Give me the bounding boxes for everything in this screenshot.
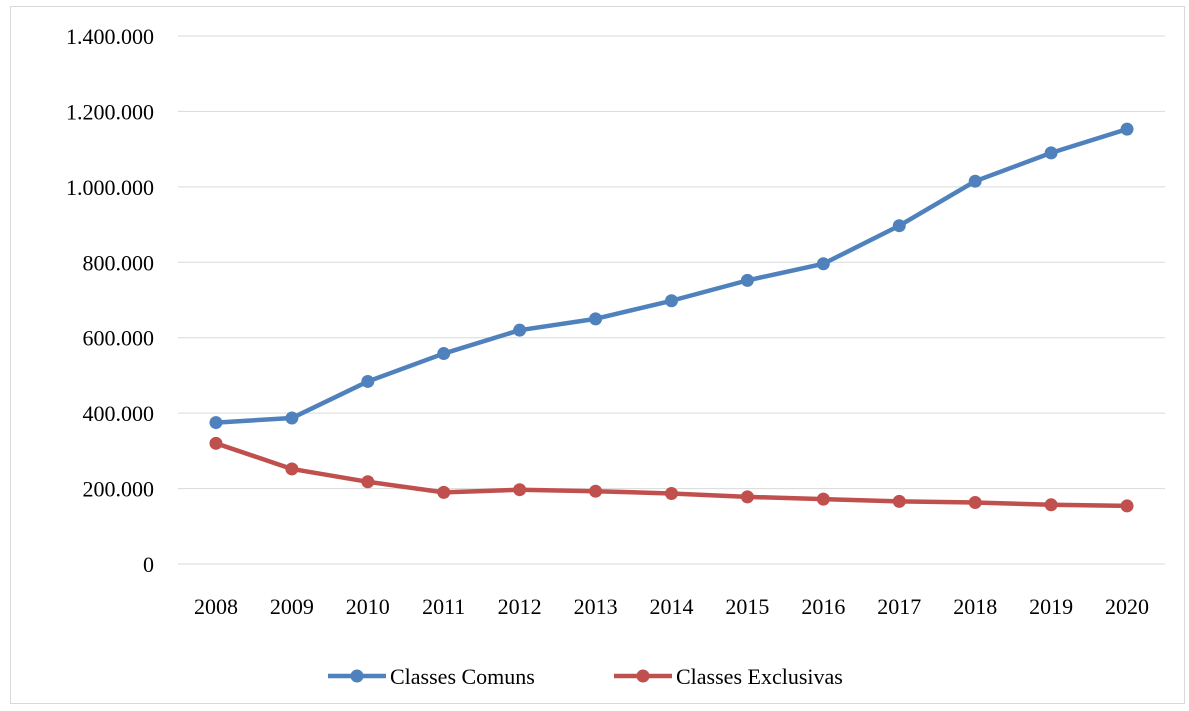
series-line — [213, 126, 1130, 425]
x-tick-label: 2009 — [270, 594, 314, 619]
legend-swatch-marker — [636, 669, 650, 683]
data-point — [589, 484, 603, 498]
series-1 — [209, 122, 1134, 430]
data-point — [437, 485, 451, 499]
data-point — [1120, 122, 1134, 136]
data-point — [209, 416, 223, 430]
legend-item: Classes Exclusivas — [614, 664, 843, 689]
data-point — [665, 486, 678, 500]
data-point — [968, 496, 982, 510]
data-point — [285, 411, 299, 425]
data-point — [437, 347, 451, 361]
y-tick-label: 400.000 — [83, 401, 155, 426]
x-tick-label: 2011 — [422, 594, 465, 619]
y-tick-label: 0 — [143, 552, 154, 577]
y-tick-label: 600.000 — [83, 326, 155, 351]
legend-item: Classes Comuns — [328, 664, 535, 689]
data-point — [361, 374, 375, 388]
data-point — [361, 475, 375, 489]
data-point — [816, 257, 830, 271]
x-tick-label: 2018 — [953, 594, 997, 619]
y-tick-label: 200.000 — [83, 477, 155, 502]
y-tick-label: 800.000 — [83, 250, 155, 275]
x-tick-label: 2017 — [877, 594, 921, 619]
data-point — [740, 490, 754, 504]
data-point — [1044, 146, 1058, 160]
data-point — [589, 312, 603, 326]
legend-label: Classes Exclusivas — [676, 664, 843, 689]
series-2 — [209, 436, 1134, 513]
data-point — [1120, 499, 1134, 513]
data-point — [209, 436, 223, 450]
axes: 0 200.000 400.000 600.000 800.000 1.000.000 1.… — [66, 24, 1165, 619]
data-point — [740, 273, 754, 287]
data-point — [665, 294, 678, 308]
data-point — [1044, 498, 1058, 512]
series-group — [209, 122, 1134, 513]
data-point — [816, 492, 830, 506]
x-tick-label: 2010 — [346, 594, 390, 619]
data-point — [513, 323, 527, 337]
x-tick-label: 2013 — [574, 594, 618, 619]
y-tick-label: 1.000.000 — [66, 175, 154, 200]
x-tick-label: 2020 — [1105, 594, 1149, 619]
legend-label: Classes Comuns — [390, 664, 535, 689]
x-tick-label: 2012 — [498, 594, 542, 619]
data-point — [285, 462, 299, 476]
y-tick-label: 1.400.000 — [66, 24, 154, 49]
legend-swatch-marker — [350, 669, 364, 683]
data-point — [968, 174, 982, 188]
x-tick-label: 2008 — [194, 594, 238, 619]
data-point — [892, 219, 906, 233]
y-tick-label: 1.200.000 — [66, 99, 154, 124]
x-tick-label: 2019 — [1029, 594, 1073, 619]
x-tick-label: 2016 — [801, 594, 845, 619]
gridlines — [178, 35, 1165, 490]
data-point — [513, 483, 527, 497]
data-point — [892, 494, 906, 508]
chart-frame — [10, 6, 1185, 704]
x-tick-label: 2015 — [725, 594, 769, 619]
x-tick-label: 2014 — [650, 594, 694, 619]
legend: Classes Comuns Classes Exclusivas — [328, 664, 843, 689]
